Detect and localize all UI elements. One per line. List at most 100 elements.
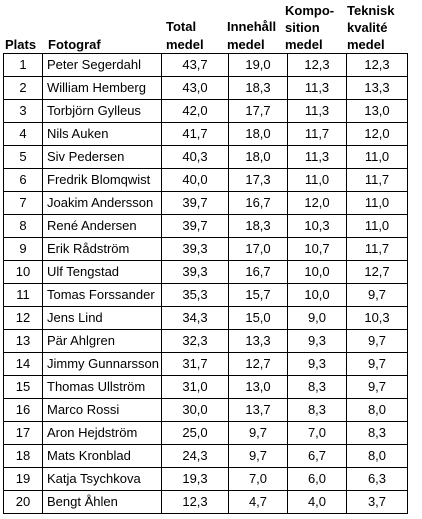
total-avg-cell: 24,3 [161, 444, 229, 468]
rank-cell: 7 [3, 191, 43, 215]
table-row: 16 Marco Rossi 30,0 13,7 8,3 8,0 [3, 398, 408, 422]
total-avg-cell: 40,3 [161, 145, 229, 169]
technical-avg-cell: 11,0 [346, 214, 408, 238]
composition-avg-cell: 10,0 [287, 283, 347, 307]
table-row: 20 Bengt Åhlen 12,3 4,7 4,0 3,7 [3, 490, 408, 514]
composition-avg-cell: 10,7 [287, 237, 347, 261]
rank-cell: 15 [3, 375, 43, 399]
rank-cell: 18 [3, 444, 43, 468]
header-teknisk-line2: kvalité [347, 20, 388, 35]
total-avg-cell: 12,3 [161, 490, 229, 514]
header-plats: Plats [5, 37, 37, 52]
content-avg-cell: 15,7 [228, 283, 288, 307]
rank-cell: 6 [3, 168, 43, 192]
rank-cell: 9 [3, 237, 43, 261]
technical-avg-cell: 13,0 [346, 99, 408, 123]
technical-avg-cell: 11,0 [346, 145, 408, 169]
rank-cell: 3 [3, 99, 43, 123]
photographer-cell: Fredrik Blomqwist [42, 168, 162, 192]
rank-cell: 16 [3, 398, 43, 422]
composition-avg-cell: 8,3 [287, 375, 347, 399]
rank-cell: 14 [3, 352, 43, 376]
content-avg-cell: 15,0 [228, 306, 288, 330]
photographer-cell: Ulf Tengstad [42, 260, 162, 284]
content-avg-cell: 18,3 [228, 76, 288, 100]
technical-avg-cell: 8,0 [346, 398, 408, 422]
content-avg-cell: 17,7 [228, 99, 288, 123]
table-row: 12 Jens Lind 34,3 15,0 9,0 10,3 [3, 306, 408, 330]
composition-avg-cell: 11,0 [287, 168, 347, 192]
composition-avg-cell: 12,3 [287, 53, 347, 77]
total-avg-cell: 34,3 [161, 306, 229, 330]
photographer-cell: Siv Pedersen [42, 145, 162, 169]
composition-avg-cell: 10,0 [287, 260, 347, 284]
content-avg-cell: 4,7 [228, 490, 288, 514]
photographer-cell: Peter Segerdahl [42, 53, 162, 77]
photographer-cell: Aron Hejdström [42, 421, 162, 445]
technical-avg-cell: 10,3 [346, 306, 408, 330]
rank-cell: 1 [3, 53, 43, 77]
header-komposition-line2: sition [285, 20, 320, 35]
composition-avg-cell: 9,3 [287, 352, 347, 376]
table-row: 19 Katja Tsychkova 19,3 7,0 6,0 6,3 [3, 467, 408, 491]
rank-cell: 5 [3, 145, 43, 169]
technical-avg-cell: 9,7 [346, 352, 408, 376]
total-avg-cell: 39,3 [161, 260, 229, 284]
photographer-cell: Bengt Åhlen [42, 490, 162, 514]
table-row: 5 Siv Pedersen 40,3 18,0 11,3 11,0 [3, 145, 408, 169]
photographer-cell: Marco Rossi [42, 398, 162, 422]
technical-avg-cell: 12,7 [346, 260, 408, 284]
table-row: 4 Nils Auken 41,7 18,0 11,7 12,0 [3, 122, 408, 146]
content-avg-cell: 7,0 [228, 467, 288, 491]
content-avg-cell: 16,7 [228, 260, 288, 284]
table-row: 18 Mats Kronblad 24,3 9,7 6,7 8,0 [3, 444, 408, 468]
total-avg-cell: 39,7 [161, 214, 229, 238]
technical-avg-cell: 8,3 [346, 421, 408, 445]
composition-avg-cell: 7,0 [287, 421, 347, 445]
header-komposition-line1: Kompo- [285, 3, 335, 18]
content-avg-cell: 16,7 [228, 191, 288, 215]
technical-avg-cell: 11,0 [346, 191, 408, 215]
composition-avg-cell: 9,3 [287, 329, 347, 353]
composition-avg-cell: 12,0 [287, 191, 347, 215]
rank-cell: 4 [3, 122, 43, 146]
results-table: 1 Peter Segerdahl 43,7 19,0 12,3 12,3 2 William… [3, 53, 408, 514]
photographer-cell: Joakim Andersson [42, 191, 162, 215]
rank-cell: 17 [3, 421, 43, 445]
header-innehall-line1: Innehåll [227, 19, 277, 34]
table-row: 14 Jimmy Gunnarsson 31,7 12,7 9,3 9,7 [3, 352, 408, 376]
composition-avg-cell: 10,3 [287, 214, 347, 238]
technical-avg-cell: 9,7 [346, 375, 408, 399]
table-header: Plats Fotograf Total medel Innehåll mede… [0, 0, 418, 53]
content-avg-cell: 18,0 [228, 122, 288, 146]
header-total-line1: Total [166, 19, 197, 34]
composition-avg-cell: 11,3 [287, 99, 347, 123]
rank-cell: 8 [3, 214, 43, 238]
content-avg-cell: 17,0 [228, 237, 288, 261]
composition-avg-cell: 9,0 [287, 306, 347, 330]
rank-cell: 13 [3, 329, 43, 353]
total-avg-cell: 32,3 [161, 329, 229, 353]
table-row: 9 Erik Rådström 39,3 17,0 10,7 11,7 [3, 237, 408, 261]
content-avg-cell: 9,7 [228, 421, 288, 445]
header-total-line2: medel [166, 37, 204, 52]
header-fotograf: Fotograf [48, 37, 101, 52]
table-row: 7 Joakim Andersson 39,7 16,7 12,0 11,0 [3, 191, 408, 215]
rank-cell: 12 [3, 306, 43, 330]
content-avg-cell: 12,7 [228, 352, 288, 376]
photographer-cell: Thomas Ullström [42, 375, 162, 399]
total-avg-cell: 39,3 [161, 237, 229, 261]
technical-avg-cell: 11,7 [346, 237, 408, 261]
photographer-cell: René Andersen [42, 214, 162, 238]
table-row: 11 Tomas Forssander 35,3 15,7 10,0 9,7 [3, 283, 408, 307]
table-row: 10 Ulf Tengstad 39,3 16,7 10,0 12,7 [3, 260, 408, 284]
technical-avg-cell: 13,3 [346, 76, 408, 100]
total-avg-cell: 43,0 [161, 76, 229, 100]
photographer-cell: Nils Auken [42, 122, 162, 146]
header-teknisk-line3: medel [347, 37, 385, 52]
photographer-cell: Jens Lind [42, 306, 162, 330]
content-avg-cell: 17,3 [228, 168, 288, 192]
content-avg-cell: 13,3 [228, 329, 288, 353]
photographer-cell: Tomas Forssander [42, 283, 162, 307]
table-row: 8 René Andersen 39,7 18,3 10,3 11,0 [3, 214, 408, 238]
